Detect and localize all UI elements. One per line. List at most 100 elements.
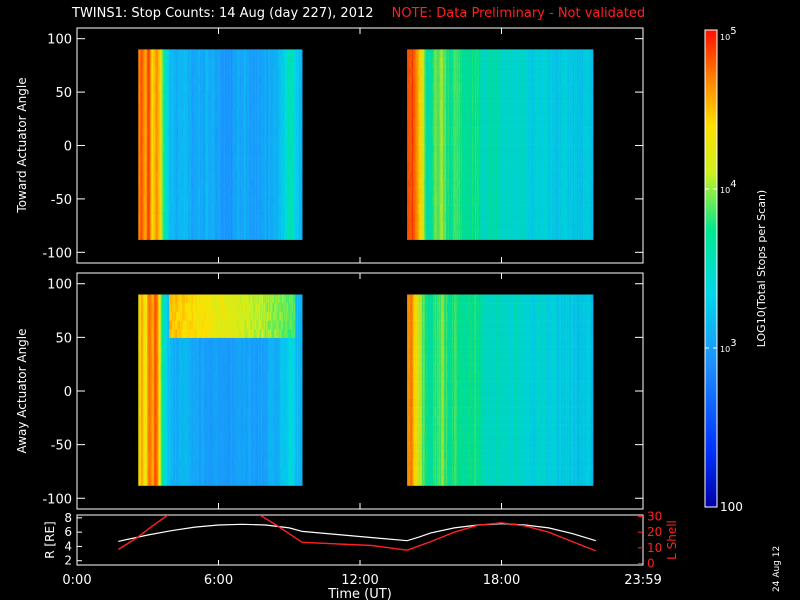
heatmap-cell <box>194 58 196 67</box>
heatmap-cell <box>196 213 198 223</box>
heatmap-cell <box>169 109 171 119</box>
heatmap-cell <box>254 83 256 93</box>
heatmap-cell <box>179 161 181 171</box>
heatmap-cell <box>143 153 145 163</box>
heatmap-cell <box>232 144 234 154</box>
heatmap-cell <box>225 213 227 223</box>
heatmap-cell <box>258 213 260 223</box>
heatmap-cell <box>241 222 243 232</box>
heatmap-cell <box>229 230 231 240</box>
heatmap-cell <box>200 230 202 240</box>
heatmap-cell <box>187 118 189 128</box>
heatmap-cell <box>143 213 145 223</box>
heatmap-cell <box>217 66 219 76</box>
heatmap-cell <box>238 204 240 214</box>
heatmap-cell <box>231 118 233 128</box>
heatmap-cell <box>192 187 194 197</box>
heatmap-cell <box>211 49 213 59</box>
heatmap-cell <box>206 49 208 59</box>
heatmap-cell <box>209 118 211 128</box>
heatmap-cell <box>158 187 160 197</box>
heatmap-cell <box>204 144 206 154</box>
heatmap-cell <box>158 58 160 67</box>
heatmap-cell <box>141 222 143 232</box>
heatmap-cell <box>246 170 248 180</box>
heatmap-cell <box>231 204 233 214</box>
heatmap-cell <box>161 144 163 154</box>
heatmap-cell <box>175 196 177 206</box>
heatmap-cell <box>220 66 222 76</box>
heatmap-cell <box>208 187 210 197</box>
heatmap-cell <box>147 49 149 59</box>
heatmap-cell <box>225 161 227 171</box>
heatmap-cell <box>233 118 235 128</box>
heatmap-cell <box>159 213 161 223</box>
heatmap-cell <box>229 187 231 197</box>
heatmap-cell <box>257 222 259 232</box>
heatmap-cell <box>243 230 245 240</box>
heatmap-cell <box>235 196 237 206</box>
heatmap-cell <box>211 135 213 145</box>
heatmap-cell <box>205 83 207 93</box>
heatmap-cell <box>171 196 173 206</box>
heatmap-cell <box>213 66 215 76</box>
heatmap-cell <box>173 204 175 214</box>
heatmap-cell <box>193 83 195 93</box>
heatmap-cell <box>172 144 174 154</box>
heatmap-cell <box>259 58 261 67</box>
heatmap-cell <box>229 109 231 119</box>
heatmap-cell <box>206 127 208 137</box>
heatmap-cell <box>163 118 165 128</box>
heatmap-cell <box>139 109 141 119</box>
heatmap-cell <box>150 118 152 128</box>
heatmap-cell <box>239 144 241 154</box>
heatmap-cell <box>178 153 180 163</box>
heatmap-cell <box>236 213 238 223</box>
heatmap-cell <box>171 58 173 67</box>
heatmap-cell <box>208 101 210 111</box>
heatmap-cell <box>170 101 172 111</box>
heatmap-cell <box>165 58 167 67</box>
heatmap-cell <box>158 118 160 128</box>
heatmap-cell <box>201 49 203 59</box>
heatmap-cell <box>209 153 211 163</box>
heatmap-cell <box>218 66 220 76</box>
heatmap-cell <box>259 75 261 85</box>
heatmap-cell <box>208 127 210 137</box>
heatmap-cell <box>172 66 174 76</box>
heatmap-cell <box>215 118 217 128</box>
heatmap-cell <box>158 153 160 163</box>
heatmap-cell <box>239 153 241 163</box>
heatmap-cell <box>237 127 239 137</box>
heatmap-cell <box>162 135 164 145</box>
heatmap-cell <box>191 135 193 145</box>
heatmap-cell <box>233 49 235 59</box>
heatmap-cell <box>248 127 250 137</box>
heatmap-cell <box>140 179 142 188</box>
heatmap-cell <box>195 196 197 206</box>
heatmap-cell <box>158 92 160 102</box>
heatmap-cell <box>174 58 176 67</box>
heatmap-cell <box>231 49 233 59</box>
heatmap-cell <box>244 49 246 59</box>
heatmap-cell <box>171 92 173 102</box>
heatmap-cell <box>248 204 250 214</box>
heatmap-cell <box>230 204 232 214</box>
heatmap-cell <box>173 170 175 180</box>
heatmap-cell <box>234 161 236 171</box>
heatmap-cell <box>195 144 197 154</box>
heatmap-cell <box>241 118 243 128</box>
heatmap-cell <box>235 161 237 171</box>
heatmap-cell <box>257 196 259 206</box>
heatmap-cell <box>257 204 259 214</box>
heatmap-cell <box>184 187 186 197</box>
heatmap-cell <box>184 161 186 171</box>
heatmap-cell <box>150 127 152 137</box>
heatmap-cell <box>239 170 241 180</box>
heatmap-cell <box>239 92 241 102</box>
heatmap-cell <box>207 75 209 85</box>
heatmap-cell <box>182 196 184 206</box>
heatmap-cell <box>155 92 157 102</box>
heatmap-cell <box>181 135 183 145</box>
heatmap-cell <box>139 222 141 232</box>
